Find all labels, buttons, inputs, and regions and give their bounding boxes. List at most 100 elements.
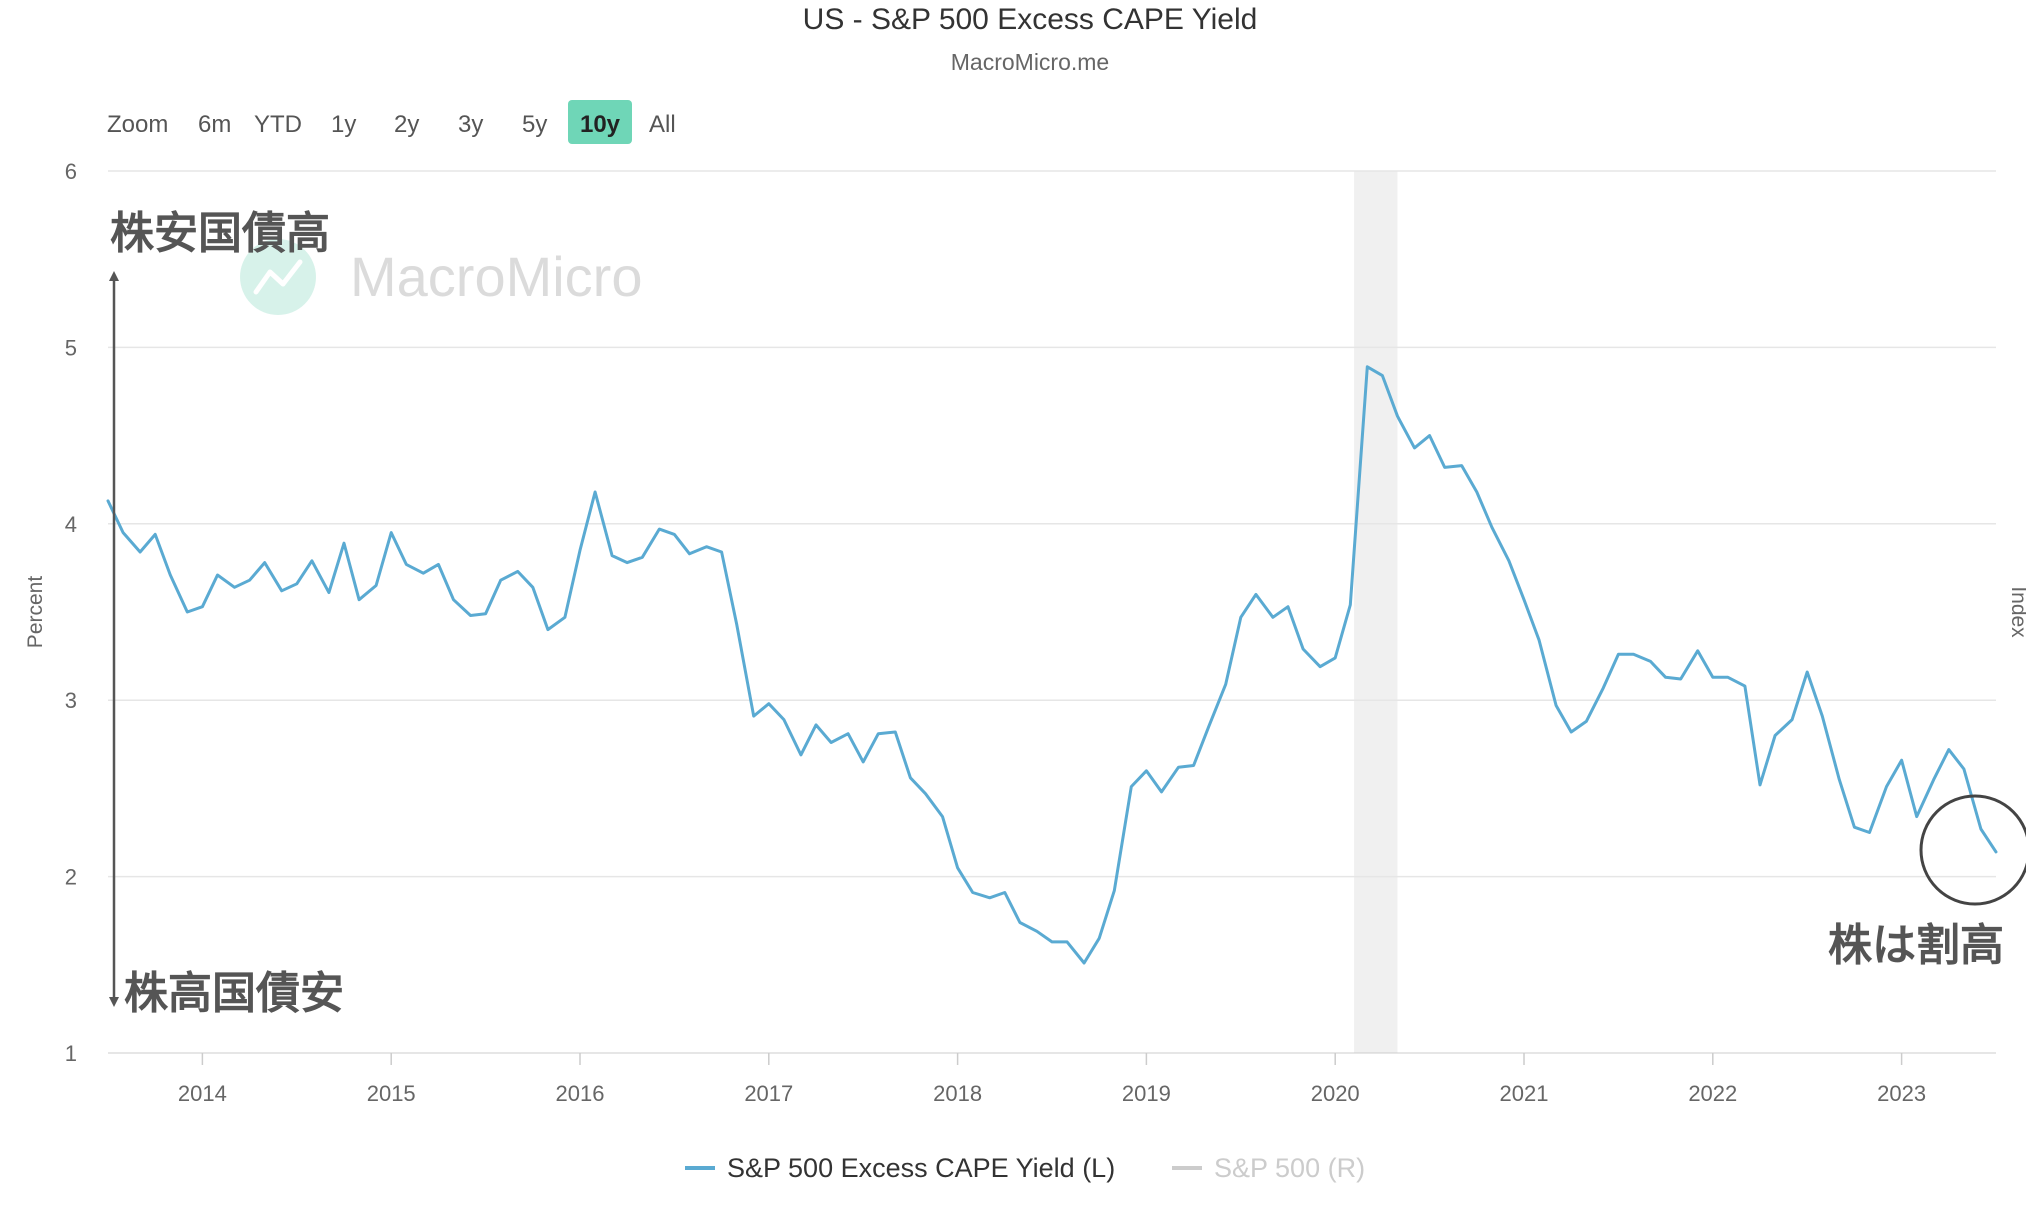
data-point[interactable]	[199, 604, 205, 610]
data-point[interactable]	[167, 572, 173, 578]
data-point[interactable]	[530, 584, 536, 590]
data-point[interactable]	[1285, 604, 1291, 610]
data-point[interactable]	[1049, 939, 1055, 945]
data-point[interactable]	[356, 597, 362, 603]
data-point[interactable]	[1017, 919, 1023, 925]
data-point[interactable]	[1253, 591, 1259, 597]
data-point[interactable]	[545, 627, 551, 633]
zoom-button-10y[interactable]: 10y	[568, 100, 632, 144]
data-point[interactable]	[1978, 826, 1984, 832]
zoom-button-5y[interactable]: 5y	[522, 111, 547, 138]
zoom-button-2y[interactable]: 2y	[394, 111, 419, 138]
data-point[interactable]	[734, 621, 740, 627]
data-point[interactable]	[1489, 524, 1495, 530]
data-point[interactable]	[294, 581, 300, 587]
data-point[interactable]	[184, 609, 190, 615]
data-point[interactable]	[1395, 413, 1401, 419]
data-point[interactable]	[1993, 849, 1999, 855]
data-point[interactable]	[515, 568, 521, 574]
data-point[interactable]	[420, 570, 426, 576]
data-point[interactable]	[1034, 928, 1040, 934]
data-point[interactable]	[279, 588, 285, 594]
data-point[interactable]	[656, 526, 662, 532]
data-point[interactable]	[970, 889, 976, 895]
data-point[interactable]	[309, 558, 315, 564]
data-point[interactable]	[1647, 658, 1653, 664]
data-point[interactable]	[1899, 757, 1905, 763]
data-point[interactable]	[1757, 782, 1763, 788]
data-point[interactable]	[1742, 683, 1748, 689]
data-point[interactable]	[435, 561, 441, 567]
data-point[interactable]	[624, 560, 630, 566]
data-point[interactable]	[577, 547, 583, 553]
data-point[interactable]	[1600, 685, 1606, 691]
data-point[interactable]	[751, 713, 757, 719]
data-point[interactable]	[1332, 655, 1338, 661]
data-point[interactable]	[1159, 789, 1165, 795]
data-point[interactable]	[498, 577, 504, 583]
data-point[interactable]	[1191, 762, 1197, 768]
data-point[interactable]	[137, 549, 143, 555]
data-point[interactable]	[467, 613, 473, 619]
data-point[interactable]	[687, 551, 693, 557]
zoom-button-6m[interactable]: 6m	[198, 111, 231, 138]
data-point[interactable]	[1568, 729, 1574, 735]
data-point[interactable]	[1317, 664, 1323, 670]
data-point[interactable]	[639, 554, 645, 560]
data-point[interactable]	[1836, 777, 1842, 783]
data-point[interactable]	[1772, 732, 1778, 738]
data-point[interactable]	[781, 717, 787, 723]
data-point[interactable]	[1411, 445, 1417, 451]
data-point[interactable]	[1931, 777, 1937, 783]
data-point[interactable]	[845, 731, 851, 737]
data-point[interactable]	[875, 731, 881, 737]
zoom-button-3y[interactable]: 3y	[458, 111, 483, 138]
data-point[interactable]	[1143, 768, 1149, 774]
data-point[interactable]	[1300, 646, 1306, 652]
data-point[interactable]	[1064, 939, 1070, 945]
zoom-button-1y[interactable]: 1y	[331, 111, 356, 138]
data-point[interactable]	[1867, 830, 1873, 836]
data-point[interactable]	[1883, 784, 1889, 790]
data-point[interactable]	[1663, 674, 1669, 680]
data-point[interactable]	[939, 814, 945, 820]
data-point[interactable]	[262, 560, 268, 566]
data-point[interactable]	[828, 740, 834, 746]
data-point[interactable]	[1427, 433, 1433, 439]
data-point[interactable]	[562, 614, 568, 620]
data-point[interactable]	[388, 530, 394, 536]
data-point[interactable]	[860, 759, 866, 765]
data-point[interactable]	[923, 791, 929, 797]
data-point[interactable]	[403, 561, 409, 567]
data-point[interactable]	[1442, 464, 1448, 470]
data-point[interactable]	[1128, 784, 1134, 790]
data-point[interactable]	[766, 701, 772, 707]
data-point[interactable]	[609, 553, 615, 559]
data-point[interactable]	[326, 590, 332, 596]
data-point[interactable]	[451, 597, 457, 603]
data-point[interactable]	[1347, 602, 1353, 608]
data-point[interactable]	[1474, 489, 1480, 495]
data-point[interactable]	[1804, 669, 1810, 675]
data-point[interactable]	[907, 775, 913, 781]
data-point[interactable]	[1819, 713, 1825, 719]
data-point[interactable]	[703, 544, 709, 550]
data-point[interactable]	[1521, 597, 1527, 603]
data-point[interactable]	[1961, 766, 1967, 772]
data-point[interactable]	[1111, 888, 1117, 894]
legend-item-primary[interactable]: S&P 500 Excess CAPE Yield (L)	[685, 1153, 1115, 1183]
data-point[interactable]	[1631, 651, 1637, 657]
data-point[interactable]	[1223, 681, 1229, 687]
data-point[interactable]	[1695, 648, 1701, 654]
data-point[interactable]	[1096, 935, 1102, 941]
data-point[interactable]	[1536, 637, 1542, 643]
data-point[interactable]	[1789, 717, 1795, 723]
data-point[interactable]	[1710, 674, 1716, 680]
legend-item-secondary[interactable]: S&P 500 (R)	[1172, 1153, 1365, 1183]
data-point[interactable]	[1725, 674, 1731, 680]
data-point[interactable]	[1914, 814, 1920, 820]
data-point[interactable]	[987, 895, 993, 901]
data-point[interactable]	[1270, 614, 1276, 620]
data-point[interactable]	[373, 583, 379, 589]
data-point[interactable]	[1364, 364, 1370, 370]
